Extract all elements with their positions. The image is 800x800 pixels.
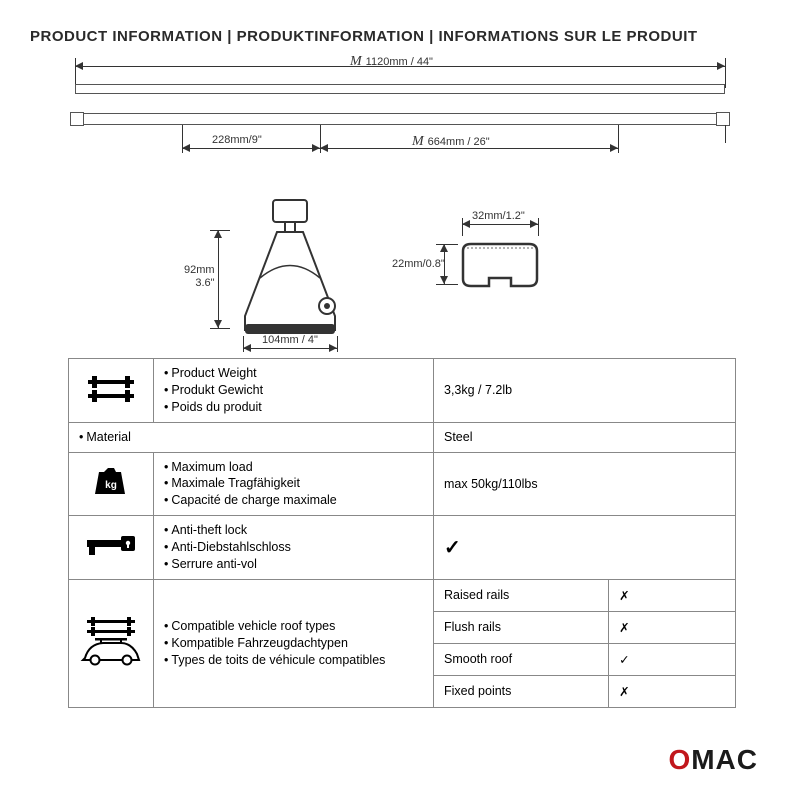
brand-logo: OMAC	[668, 744, 758, 776]
lock-labels: Anti-theft lock Anti-Diebstahlschloss Se…	[154, 516, 434, 580]
weight-value: 3,3kg / 7.2lb	[434, 359, 736, 423]
row-material: Material Steel	[69, 422, 736, 452]
page-title: PRODUCT INFORMATION | PRODUKTINFORMATION…	[30, 28, 698, 45]
load-labels: Maximum load Maximale Tragfähigkeit Capa…	[154, 452, 434, 516]
row-load: kg Maximum load Maximale Tragfähigkeit C…	[69, 452, 736, 516]
row-lock: Anti-theft lock Anti-Diebstahlschloss Se…	[69, 516, 736, 580]
spec-table: Product Weight Produkt Gewicht Poids du …	[68, 358, 736, 708]
load-icon: kg	[69, 452, 154, 516]
foot-drawing	[215, 198, 365, 348]
lock-icon	[69, 516, 154, 580]
svg-text:kg: kg	[105, 480, 117, 491]
lock-value: ✓	[434, 516, 736, 580]
material-label: Material	[69, 422, 434, 452]
compat-icon	[69, 579, 154, 707]
load-value: max 50kg/110lbs	[434, 452, 736, 516]
profile-drawing	[455, 236, 545, 296]
weight-labels: Product Weight Produkt Gewicht Poids du …	[154, 359, 434, 423]
row-weight: Product Weight Produkt Gewicht Poids du …	[69, 359, 736, 423]
weight-icon	[69, 359, 154, 423]
compat-labels: Compatible vehicle roof types Kompatible…	[154, 579, 434, 707]
material-value: Steel	[434, 422, 736, 452]
dimensions-diagram: M1120mm / 44" 228mm/9" M664mm / 26" 92mm…	[60, 58, 740, 353]
row-compat: Compatible vehicle roof types Kompatible…	[69, 579, 736, 707]
compat-values: Raised rails✗ Flush rails✗ Smooth roof✓ …	[434, 579, 736, 707]
